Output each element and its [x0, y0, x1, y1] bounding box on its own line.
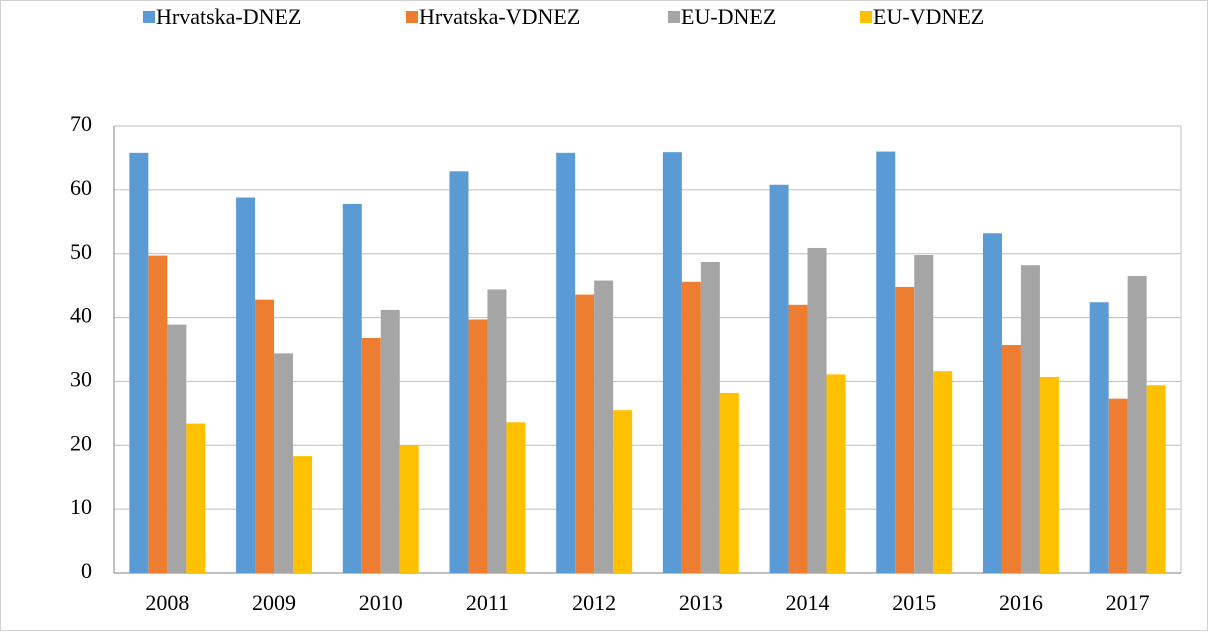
legend-swatch [406, 11, 418, 23]
bar [361, 338, 381, 573]
bar [1020, 265, 1040, 573]
y-tick-label: 30 [70, 366, 92, 391]
bar [788, 304, 808, 573]
y-tick-label: 60 [70, 175, 92, 200]
bar [613, 410, 633, 573]
bar [826, 374, 846, 573]
y-tick-label: 10 [70, 494, 92, 519]
x-tick-label: 2010 [359, 590, 403, 615]
x-tick-label: 2012 [572, 590, 616, 615]
legend-label: Hrvatska-DNEZ [156, 4, 301, 29]
x-tick-label: 2015 [892, 590, 936, 615]
legend-label: Hrvatska-VDNEZ [419, 4, 580, 29]
bar [933, 371, 953, 573]
bar [274, 353, 294, 573]
y-tick-label: 0 [81, 558, 92, 583]
bar [380, 309, 400, 573]
x-tick-label: 2017 [1106, 590, 1150, 615]
bar [506, 422, 526, 573]
bar [342, 203, 362, 574]
legend-swatch [668, 11, 680, 23]
bar [575, 294, 595, 573]
bar [148, 255, 168, 573]
y-tick-label: 70 [70, 111, 92, 136]
bar [807, 247, 827, 573]
legend-swatch [143, 11, 155, 23]
bar [914, 254, 934, 573]
bar [487, 289, 507, 573]
x-tick-label: 2013 [679, 590, 723, 615]
bar [167, 324, 187, 573]
bar [468, 319, 488, 573]
bar [1039, 376, 1059, 573]
bar [1108, 398, 1128, 573]
bar [876, 151, 896, 574]
bar [255, 299, 275, 573]
bar [681, 281, 701, 573]
bar [769, 184, 789, 573]
bar [293, 456, 313, 573]
bar [186, 423, 206, 573]
bar [1127, 276, 1147, 573]
y-tick-label: 50 [70, 239, 92, 264]
x-tick-label: 2009 [252, 590, 296, 615]
legend-swatch [860, 11, 872, 23]
x-tick-label: 2008 [145, 590, 189, 615]
x-tick-label: 2014 [786, 590, 830, 615]
bar [895, 286, 915, 573]
bar [700, 262, 720, 573]
x-tick-label: 2011 [466, 590, 509, 615]
bar [399, 445, 419, 573]
bar [719, 392, 739, 573]
legend-label: EU-DNEZ [681, 4, 776, 29]
bar [1001, 345, 1021, 573]
y-tick-label: 40 [70, 303, 92, 328]
y-tick-label: 20 [70, 430, 92, 455]
bar [982, 233, 1002, 573]
bar [556, 152, 576, 573]
bar [236, 197, 256, 573]
bar [662, 152, 682, 573]
bar [1089, 302, 1109, 573]
bar [1146, 385, 1166, 573]
legend-label: EU-VDNEZ [873, 4, 984, 29]
bar [594, 280, 614, 573]
bar [449, 171, 469, 574]
bar [129, 152, 149, 573]
x-tick-label: 2016 [999, 590, 1043, 615]
